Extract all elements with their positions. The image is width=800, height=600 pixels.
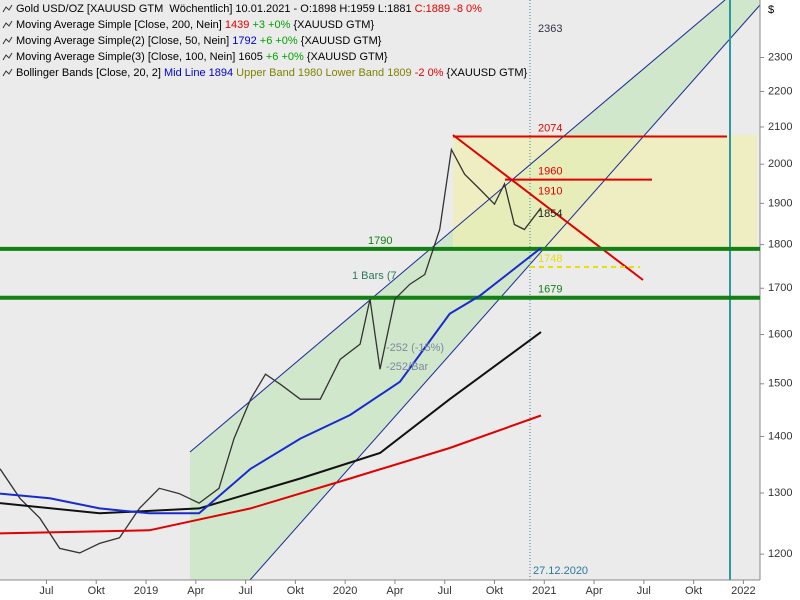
moving-average xyxy=(0,414,542,535)
legend-text: 1439 xyxy=(225,19,249,31)
legend-icon xyxy=(2,68,13,77)
legend-text: 1792 xyxy=(232,35,256,47)
level-label: 1854 xyxy=(538,208,562,220)
y-tick-label: 2300 xyxy=(768,51,792,63)
x-tick-label: 2019 xyxy=(134,585,158,597)
legend-text: {XAUUSD GTM} xyxy=(304,51,388,63)
legend-icon xyxy=(2,52,13,61)
level-label: 1748 xyxy=(538,253,562,265)
y-tick-label: 1300 xyxy=(768,487,792,499)
legend-text: Gold USD/OZ [XAUUSD GTM Wöchentlich] 10.… xyxy=(16,3,415,15)
legend-icon xyxy=(2,4,13,13)
x-tick-label: Okt xyxy=(685,585,702,597)
legend-text: +6 +0% xyxy=(257,35,298,47)
legend-icon xyxy=(2,36,13,45)
y-tick-label: 2200 xyxy=(768,85,792,97)
y-tick-label: 2000 xyxy=(768,158,792,170)
x-tick-label: 2022 xyxy=(731,585,755,597)
x-tick-label: 2020 xyxy=(333,585,357,597)
axis-background xyxy=(760,0,800,600)
x-tick-label: Jul xyxy=(39,585,53,597)
legend-text: +6 +0% xyxy=(263,51,304,63)
level-label: 2363 xyxy=(538,23,562,35)
legend-text: +3 +0% xyxy=(249,19,290,31)
downtrend-line xyxy=(452,134,644,281)
legend-text: Moving Average Simple(3) [Close, 100, Ne… xyxy=(16,51,263,63)
legend-entry: Moving Average Simple(2) [Close, 50, Nei… xyxy=(16,35,382,47)
x-tick-label: Jul xyxy=(239,585,253,597)
y-tick-label: 2100 xyxy=(768,121,792,133)
annotation: -252/Bar xyxy=(386,361,429,373)
annotation: 1 Bars (7 xyxy=(352,270,397,282)
x-tick-label: Apr xyxy=(386,585,403,597)
annotation: 27.12.2020 xyxy=(533,565,588,577)
legend-entry: Gold USD/OZ [XAUUSD GTM Wöchentlich] 10.… xyxy=(16,3,482,15)
y-axis-label: $ xyxy=(768,4,774,16)
x-tick-label: Okt xyxy=(287,585,304,597)
y-tick-label: 1400 xyxy=(768,430,792,442)
level-label: 2074 xyxy=(538,122,562,134)
legend-text: Mid Line 1894 xyxy=(164,67,233,79)
legend-text: {XAUUSD GTM} xyxy=(443,67,527,79)
level-label: 1790 xyxy=(368,235,392,247)
x-tick-label: Jul xyxy=(637,585,651,597)
level-label: 1960 xyxy=(538,166,562,178)
y-tick-label: 1900 xyxy=(768,197,792,209)
legend-text: {XAUUSD GTM} xyxy=(290,19,374,31)
y-tick-label: 1600 xyxy=(768,328,792,340)
legend-entry: Moving Average Simple [Close, 200, Nein]… xyxy=(16,19,374,31)
axis-background xyxy=(0,580,760,600)
legend-entry: Moving Average Simple(3) [Close, 100, Ne… xyxy=(16,51,388,63)
x-tick-label: Okt xyxy=(486,585,503,597)
channel-lower xyxy=(249,4,761,581)
moving-average xyxy=(0,331,542,515)
x-tick-label: 2021 xyxy=(532,585,556,597)
annotation: -252 (-15%) xyxy=(386,342,444,354)
legend-text: C:1889 -8 0% xyxy=(415,3,482,15)
legend-text: Upper Band 1980 Lower Band 1809 xyxy=(233,67,412,79)
legend-text: Moving Average Simple [Close, 200, Nein] xyxy=(16,19,225,31)
y-tick-label: 1700 xyxy=(768,282,792,294)
target-zone xyxy=(453,135,757,248)
legend-text: {XAUUSD GTM} xyxy=(298,35,382,47)
level-label: 1679 xyxy=(538,284,562,296)
y-tick-label: 1800 xyxy=(768,239,792,251)
channel-upper xyxy=(189,0,726,453)
legend-text: Bollinger Bands [Close, 20, 2] xyxy=(16,67,164,79)
legend-entry: Bollinger Bands [Close, 20, 2] Mid Line … xyxy=(16,67,528,79)
x-tick-label: Apr xyxy=(585,585,602,597)
legend-text: Moving Average Simple(2) [Close, 50, Nei… xyxy=(16,35,232,47)
moving-average xyxy=(0,247,542,515)
price-line xyxy=(0,147,542,554)
level-label: 1910 xyxy=(538,185,562,197)
y-tick-label: 1500 xyxy=(768,378,792,390)
legend-text: -2 0% xyxy=(412,67,444,79)
x-tick-label: Apr xyxy=(187,585,204,597)
y-tick-label: 1200 xyxy=(768,548,792,560)
x-tick-label: Okt xyxy=(88,585,105,597)
x-tick-label: Jul xyxy=(438,585,452,597)
legend-icon xyxy=(2,20,13,29)
